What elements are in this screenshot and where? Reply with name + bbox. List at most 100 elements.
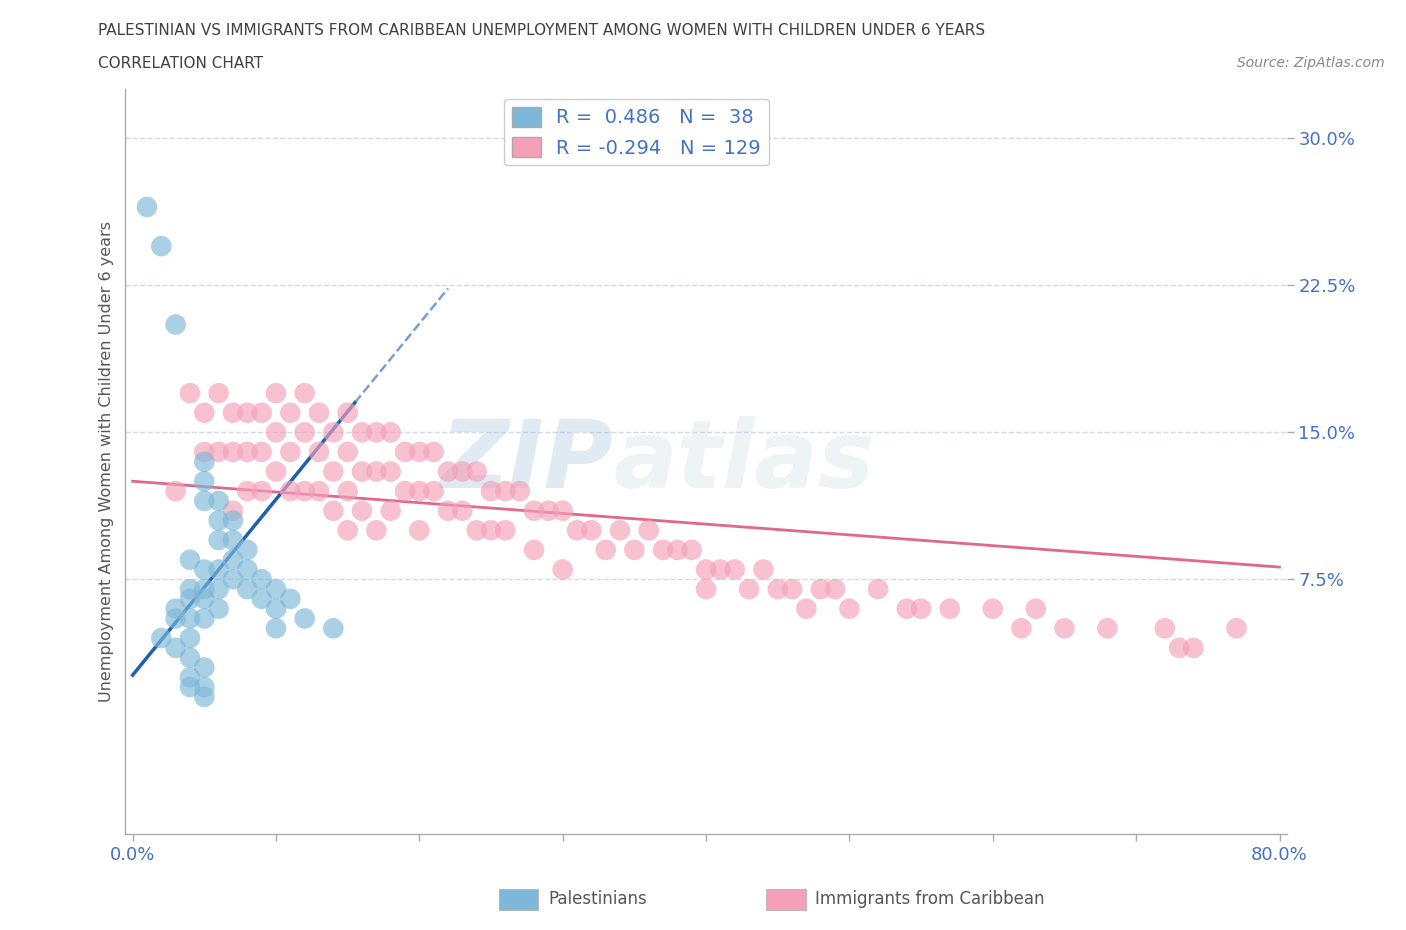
Point	[408, 523, 430, 538]
Point	[236, 581, 259, 596]
Point	[350, 464, 373, 479]
Point	[595, 542, 617, 557]
Point	[250, 591, 273, 606]
Point	[250, 405, 273, 420]
Point	[322, 621, 344, 636]
Point	[193, 474, 215, 489]
Point	[494, 523, 516, 538]
Point	[222, 503, 245, 518]
Point	[222, 552, 245, 567]
Point	[451, 503, 474, 518]
Point	[278, 405, 301, 420]
Text: atlas: atlas	[613, 416, 875, 508]
Point	[652, 542, 675, 557]
Point	[350, 425, 373, 440]
Point	[264, 581, 287, 596]
Point	[336, 523, 359, 538]
Point	[264, 602, 287, 617]
Point	[179, 611, 201, 626]
Point	[179, 631, 201, 645]
Point	[294, 386, 316, 401]
Point	[609, 523, 631, 538]
Point	[1025, 602, 1047, 617]
Point	[193, 405, 215, 420]
Point	[150, 631, 173, 645]
Point	[278, 484, 301, 498]
Point	[250, 445, 273, 459]
Point	[336, 484, 359, 498]
Point	[366, 523, 388, 538]
Point	[939, 602, 962, 617]
Point	[695, 562, 717, 577]
Point	[494, 484, 516, 498]
Point	[308, 445, 330, 459]
Point	[193, 660, 215, 675]
Point	[179, 581, 201, 596]
Point	[208, 445, 231, 459]
Point	[208, 386, 231, 401]
Point	[165, 602, 187, 617]
Point	[437, 464, 460, 479]
Point	[408, 484, 430, 498]
Point	[380, 425, 402, 440]
Point	[366, 425, 388, 440]
Point	[523, 542, 546, 557]
Point	[264, 386, 287, 401]
Point	[350, 503, 373, 518]
Legend: R =  0.486   N =  38, R = -0.294   N = 129: R = 0.486 N = 38, R = -0.294 N = 129	[503, 100, 769, 166]
Point	[366, 464, 388, 479]
Point	[738, 581, 761, 596]
Point	[179, 670, 201, 684]
Y-axis label: Unemployment Among Women with Children Under 6 years: Unemployment Among Women with Children U…	[100, 221, 114, 702]
Point	[437, 503, 460, 518]
Point	[208, 602, 231, 617]
Point	[537, 503, 560, 518]
Point	[380, 464, 402, 479]
Point	[623, 542, 645, 557]
Point	[479, 484, 502, 498]
Point	[1010, 621, 1032, 636]
Point	[551, 562, 574, 577]
Point	[308, 484, 330, 498]
Text: CORRELATION CHART: CORRELATION CHART	[98, 56, 263, 71]
Point	[666, 542, 689, 557]
Point	[422, 445, 444, 459]
Point	[896, 602, 918, 617]
Point	[709, 562, 731, 577]
Point	[193, 581, 215, 596]
Point	[193, 445, 215, 459]
Point	[780, 581, 803, 596]
Point	[565, 523, 588, 538]
Point	[868, 581, 890, 596]
Point	[278, 445, 301, 459]
Point	[193, 562, 215, 577]
Point	[1153, 621, 1175, 636]
Point	[165, 484, 187, 498]
Point	[222, 513, 245, 528]
Point	[322, 464, 344, 479]
Point	[179, 680, 201, 695]
Point	[222, 533, 245, 548]
Point	[179, 650, 201, 665]
Point	[250, 484, 273, 498]
Point	[294, 425, 316, 440]
Point	[336, 445, 359, 459]
Point	[222, 445, 245, 459]
Point	[1053, 621, 1076, 636]
Point	[236, 445, 259, 459]
Point	[810, 581, 832, 596]
Text: Palestinians: Palestinians	[548, 890, 647, 909]
Point	[294, 484, 316, 498]
Point	[179, 591, 201, 606]
Point	[465, 523, 488, 538]
Point	[236, 562, 259, 577]
Point	[193, 611, 215, 626]
Point	[165, 641, 187, 656]
Point	[681, 542, 703, 557]
Point	[1225, 621, 1247, 636]
Point	[408, 445, 430, 459]
Text: ZIP: ZIP	[440, 416, 613, 508]
Point	[150, 239, 173, 254]
Point	[766, 581, 789, 596]
Point	[208, 513, 231, 528]
